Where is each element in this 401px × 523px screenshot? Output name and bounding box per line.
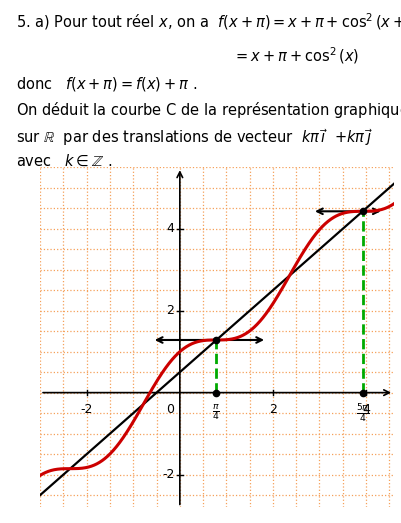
Text: sur $\mathbb{R}$  par des translations de vecteur  $k\pi\, \vec{\imath}$  $+ k\p: sur $\mathbb{R}$ par des translations de… [16,127,373,148]
Text: donc   $f(x + \pi) = f(x) + \pi$ .: donc $f(x + \pi) = f(x) + \pi$ . [16,75,197,93]
Text: 5. a) Pour tout réel $x$, on a  $f(x + \pi) = x + \pi  + \cos^2(x+ \pi)$: 5. a) Pour tout réel $x$, on a $f(x + \p… [16,12,401,32]
Text: 2: 2 [166,304,174,317]
Text: On déduit la courbe C de la représentation graphique de $f$: On déduit la courbe C de la représentati… [16,100,401,120]
Text: 4: 4 [166,222,174,235]
Text: 0: 0 [166,403,174,416]
Text: avec   $k \in \mathbb{Z}$ .: avec $k \in \mathbb{Z}$ . [16,154,112,169]
Text: 2: 2 [268,403,276,416]
Text: $\frac{5\pi}{4}$: $\frac{5\pi}{4}$ [355,403,369,425]
Text: $\frac{\pi}{4}$: $\frac{\pi}{4}$ [212,403,220,423]
Text: -2: -2 [80,403,93,416]
Text: -2: -2 [162,468,174,481]
Text: $= x + \pi  + \cos^2(x)$: $= x + \pi + \cos^2(x)$ [233,45,358,66]
Text: 4: 4 [361,403,369,416]
